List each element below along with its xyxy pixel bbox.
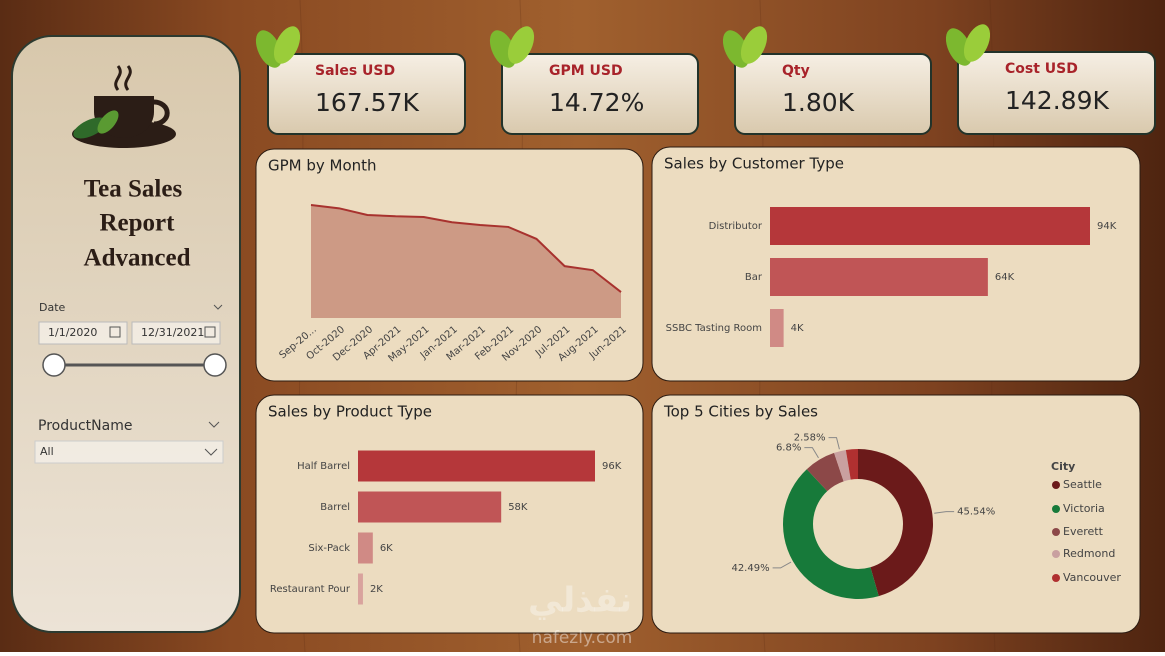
- kpi-card: [267, 53, 466, 135]
- dropdown-value: All: [40, 445, 54, 458]
- legend-label: Seattle: [1063, 478, 1102, 491]
- report-title: Report: [100, 210, 176, 237]
- donut-slice: [806, 452, 844, 492]
- data-label: 2.58%: [794, 433, 826, 444]
- kpi-value: 167.57K: [315, 88, 419, 117]
- slicer-label: Date: [39, 301, 66, 314]
- bar: [770, 309, 784, 347]
- date-input[interactable]: [131, 321, 221, 345]
- category-label: Restaurant Pour: [270, 584, 351, 595]
- legend-marker: [1052, 550, 1060, 558]
- data-label: 6K: [380, 543, 393, 554]
- area: [311, 205, 621, 318]
- category-label: Barrel: [320, 502, 350, 513]
- slider-handle[interactable]: [203, 353, 227, 377]
- kpi-label: Cost USD: [1005, 61, 1078, 77]
- date-input[interactable]: [38, 321, 128, 345]
- donut-slice: [782, 469, 879, 600]
- chevron[interactable]: [213, 304, 223, 310]
- chevron: [204, 448, 218, 456]
- bar: [770, 207, 1090, 245]
- leaf-icon: [722, 26, 768, 68]
- category-label: Bar: [745, 272, 763, 283]
- chart-title: GPM by Month: [268, 157, 377, 175]
- legend-title: City: [1051, 460, 1075, 473]
- kpi-value: 142.89K: [1005, 86, 1109, 115]
- date-from: 1/1/2020: [48, 326, 97, 339]
- data-label: 94K: [1097, 221, 1117, 232]
- leaf: [507, 26, 535, 64]
- date-to: 12/31/2021: [141, 326, 204, 339]
- slicer-label: ProductName: [38, 418, 132, 434]
- leaf: [273, 26, 301, 64]
- bar: [358, 532, 373, 564]
- tea-cup-icon: [72, 65, 176, 148]
- chart-title: Top 5 Cities by Sales: [663, 403, 818, 421]
- data-label: 58K: [508, 502, 528, 513]
- leader-line: [772, 561, 792, 569]
- slider-handle[interactable]: [42, 353, 66, 377]
- watermark: نفذلي: [528, 581, 632, 621]
- kpi-card: [501, 53, 699, 135]
- category-label: SSBC Tasting Room: [666, 323, 762, 334]
- kpi-value: 14.72%: [549, 88, 644, 117]
- chart-title: Sales by Product Type: [268, 403, 432, 421]
- leaf-icon: [255, 26, 301, 68]
- legend-label: Vancouver: [1063, 571, 1121, 584]
- data-label: 42.49%: [731, 563, 769, 574]
- data-label: 96K: [602, 461, 622, 472]
- leaf: [740, 26, 768, 64]
- kpi-label: GPM USD: [549, 63, 623, 79]
- bar: [358, 450, 595, 482]
- kpi-label: Sales USD: [315, 63, 395, 79]
- calendar-icon[interactable]: [109, 326, 121, 338]
- legend-marker: [1052, 505, 1060, 513]
- bar: [358, 491, 502, 523]
- report-title: Tea Sales: [84, 176, 183, 203]
- chevron[interactable]: [208, 421, 220, 428]
- kpi-card: [734, 53, 932, 135]
- data-label: 64K: [995, 272, 1015, 283]
- line: [310, 204, 622, 293]
- kpi-card: [957, 51, 1156, 135]
- watermark: nafezly.com: [532, 628, 633, 648]
- bar: [358, 573, 363, 605]
- report-title: Advanced: [84, 245, 191, 272]
- legend-label: Redmond: [1063, 547, 1115, 560]
- data-label: 6.8%: [776, 443, 801, 454]
- chart-panel: [651, 394, 1141, 634]
- data-label: 45.54%: [957, 507, 995, 518]
- legend-label: Victoria: [1063, 502, 1105, 515]
- category-label: Six-Pack: [308, 543, 350, 554]
- category-label: Half Barrel: [297, 461, 350, 472]
- leader-line: [804, 447, 819, 459]
- leader-line: [828, 437, 840, 450]
- legend-marker: [1052, 528, 1060, 536]
- kpi-value: 1.80K: [782, 88, 855, 117]
- donut-slice: [834, 449, 851, 482]
- bar: [770, 258, 988, 296]
- legend-marker: [1052, 481, 1060, 489]
- legend-label: Everett: [1063, 525, 1104, 538]
- chart-title: Sales by Customer Type: [664, 155, 844, 173]
- kpi-label: Qty: [782, 63, 810, 79]
- legend-marker: [1052, 574, 1060, 582]
- donut-slice: [845, 449, 858, 480]
- calendar-icon[interactable]: [204, 326, 216, 338]
- data-label: 2K: [370, 584, 383, 595]
- leaf-icon: [945, 24, 991, 66]
- data-label: 4K: [791, 323, 804, 334]
- leaf-icon: [489, 26, 535, 68]
- donut-slice: [858, 449, 934, 597]
- category-label: Distributor: [709, 221, 763, 232]
- dropdown[interactable]: [34, 440, 224, 464]
- leaf: [963, 24, 991, 62]
- leader-line: [934, 511, 955, 514]
